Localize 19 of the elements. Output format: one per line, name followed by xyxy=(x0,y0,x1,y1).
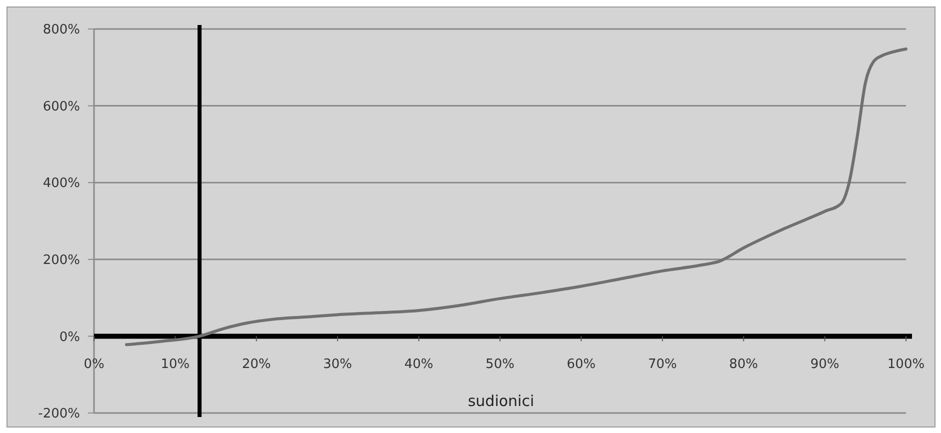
x-tick-label: 90% xyxy=(810,357,840,372)
x-tick-label: 80% xyxy=(729,357,758,372)
x-tick-label: 40% xyxy=(404,357,434,372)
y-tick-label: 800% xyxy=(42,22,80,38)
line-series xyxy=(124,47,908,346)
y-tick-label: 200% xyxy=(42,252,80,268)
x-tick-label: 30% xyxy=(323,357,352,372)
y-tick-label: 0% xyxy=(59,330,80,345)
y-tick-label: 600% xyxy=(42,99,80,114)
x-tick-label: 10% xyxy=(160,357,190,372)
x-tick-label: 70% xyxy=(648,357,677,372)
x-axis-title: sudionici xyxy=(468,392,534,410)
x-tick-label: 100% xyxy=(887,357,925,372)
x-tick-label: 60% xyxy=(566,357,596,372)
x-tick-label: 50% xyxy=(486,357,514,372)
y-tick-label: 400% xyxy=(42,176,80,192)
y-tick-label: -200% xyxy=(38,406,80,422)
x-tick-label: 20% xyxy=(242,357,271,372)
x-tick-label: 0% xyxy=(84,357,104,372)
